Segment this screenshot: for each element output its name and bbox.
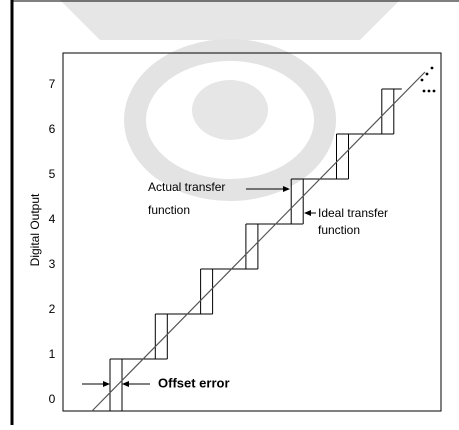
y-tick-label: 5 (49, 167, 56, 181)
y-tick-label: 3 (49, 257, 56, 271)
arrowhead (122, 381, 129, 387)
continuation-dots (420, 66, 436, 93)
y-axis-label: Digital Output (28, 193, 42, 266)
ideal-line (91, 71, 426, 412)
ideal-label-2: function (318, 223, 360, 237)
offset-label: Offset error (158, 375, 230, 390)
y-tick-label: 7 (49, 77, 56, 91)
actual-label-2: function (148, 203, 190, 217)
ideal-label-1: Ideal transfer (318, 206, 388, 220)
plot-frame (62, 52, 442, 412)
y-tick-label: 1 (49, 347, 56, 361)
actual-label-1: Actual transfer (148, 180, 225, 194)
y-tick-label: 6 (49, 122, 56, 136)
y-ticks: 0 1 2 3 4 5 6 7 (49, 77, 56, 406)
y-tick-label: 4 (49, 212, 56, 226)
arrowhead (283, 186, 290, 192)
arrowhead (103, 381, 110, 387)
watermark (60, 0, 400, 201)
arrowhead (304, 210, 311, 216)
y-tick-label: 2 (49, 302, 56, 316)
staircase (109, 88, 402, 411)
y-tick-label: 0 (49, 392, 56, 406)
